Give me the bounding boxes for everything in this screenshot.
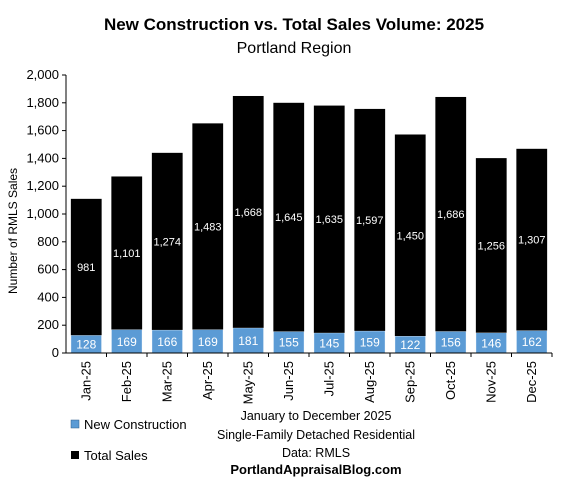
bar-total-sales	[394, 134, 426, 337]
data-label-new-construction: 169	[117, 335, 137, 349]
data-label-new-construction: 181	[238, 334, 258, 348]
data-label-new-construction: 155	[279, 336, 299, 350]
data-label-total-sales: 1,101	[113, 248, 141, 260]
data-label-total-sales: 1,645	[275, 212, 303, 224]
legend-label-new-construction: New Construction	[84, 417, 187, 432]
note-date-range: January to December 2025	[241, 409, 392, 423]
data-label-total-sales: 1,307	[518, 235, 546, 247]
data-label-total-sales: 1,483	[194, 221, 222, 233]
data-label-new-construction: 166	[157, 335, 177, 349]
chart-title: New Construction vs. Total Sales Volume:…	[104, 15, 484, 34]
y-tick-label: 600	[37, 262, 59, 277]
y-tick-label: 2,000	[26, 67, 59, 82]
bar-total-sales	[313, 105, 345, 333]
data-label-total-sales: 1,256	[477, 240, 505, 252]
source-website: PortlandAppraisalBlog.com	[230, 462, 401, 477]
x-tick-label: Jun-25	[281, 361, 296, 401]
y-tick-label: 800	[37, 234, 59, 249]
data-label-new-construction: 146	[481, 336, 501, 350]
bar-total-sales	[111, 176, 143, 330]
bar-total-sales	[70, 198, 102, 336]
note-property-type: Single-Family Detached Residential	[217, 428, 415, 442]
legend-label-total-sales: Total Sales	[84, 448, 148, 463]
bars	[70, 95, 548, 354]
y-axis-label: Number of RMLS Sales	[6, 168, 20, 294]
data-label-new-construction: 162	[522, 335, 542, 349]
legend: New Construction Total Sales	[70, 417, 187, 463]
y-tick-label: 1,200	[26, 178, 59, 193]
data-label-new-construction: 122	[400, 338, 420, 352]
bar-total-sales	[273, 102, 305, 332]
x-tick-label: Apr-25	[200, 361, 215, 400]
x-tick-label: May-25	[240, 361, 255, 404]
x-tick-label: Jan-25	[78, 361, 93, 401]
data-label-total-sales: 1,597	[356, 215, 384, 227]
data-label-total-sales: 981	[77, 262, 95, 274]
x-tick-label: Aug-25	[362, 361, 377, 403]
y-tick-label: 200	[37, 317, 59, 332]
y-tick-label: 1,400	[26, 150, 59, 165]
bar-total-sales	[232, 95, 264, 328]
x-axis-ticks: Jan-25 Feb-25 Mar-25 Apr-25 May-25 Jun-25 Jul-…	[78, 353, 553, 404]
y-tick-label: 1,800	[26, 95, 59, 110]
data-label-total-sales: 1,635	[315, 214, 343, 226]
y-tick-label: 1,000	[26, 206, 59, 221]
note-data-source: Data: RMLS	[282, 446, 350, 460]
data-label-new-construction: 159	[360, 335, 380, 349]
bar-total-sales	[354, 108, 386, 331]
y-axis-ticks: 0 200 400 600 800 1,000 1,200 1,400 1,600 1,800 2,…	[26, 67, 66, 360]
legend-swatch-new-construction	[70, 419, 80, 429]
data-label-new-construction: 156	[441, 336, 461, 350]
data-label-total-sales: 1,274	[153, 236, 181, 248]
x-tick-label: Feb-25	[119, 361, 134, 402]
bar-total-sales	[192, 123, 224, 330]
bar-total-sales	[151, 152, 183, 330]
x-tick-label: Jul-25	[321, 361, 336, 396]
notes: January to December 2025 Single-Family D…	[217, 409, 415, 477]
x-tick-label: Oct-25	[443, 361, 458, 400]
bar-total-sales	[516, 148, 548, 331]
chart-subtitle: Portland Region	[237, 40, 352, 57]
data-labels: 981 128 1,101 169 1,274 166 1,483 169 1,668 181 1,…	[76, 207, 545, 352]
x-tick-label: Mar-25	[159, 361, 174, 402]
data-label-new-construction: 128	[76, 338, 96, 352]
data-label-total-sales: 1,450	[396, 230, 424, 242]
x-tick-label: Sep-25	[402, 361, 417, 403]
y-tick-label: 0	[52, 345, 59, 360]
data-label-new-construction: 169	[198, 335, 218, 349]
data-label-total-sales: 1,668	[234, 207, 262, 219]
bar-total-sales	[435, 96, 467, 332]
x-tick-label: Dec-25	[524, 361, 539, 403]
x-tick-label: Nov-25	[483, 361, 498, 403]
data-label-new-construction: 145	[319, 336, 339, 350]
y-tick-label: 400	[37, 289, 59, 304]
bar-total-sales	[475, 158, 507, 333]
legend-swatch-total-sales	[71, 451, 79, 459]
data-label-total-sales: 1,686	[437, 209, 465, 221]
y-tick-label: 1,600	[26, 123, 59, 138]
